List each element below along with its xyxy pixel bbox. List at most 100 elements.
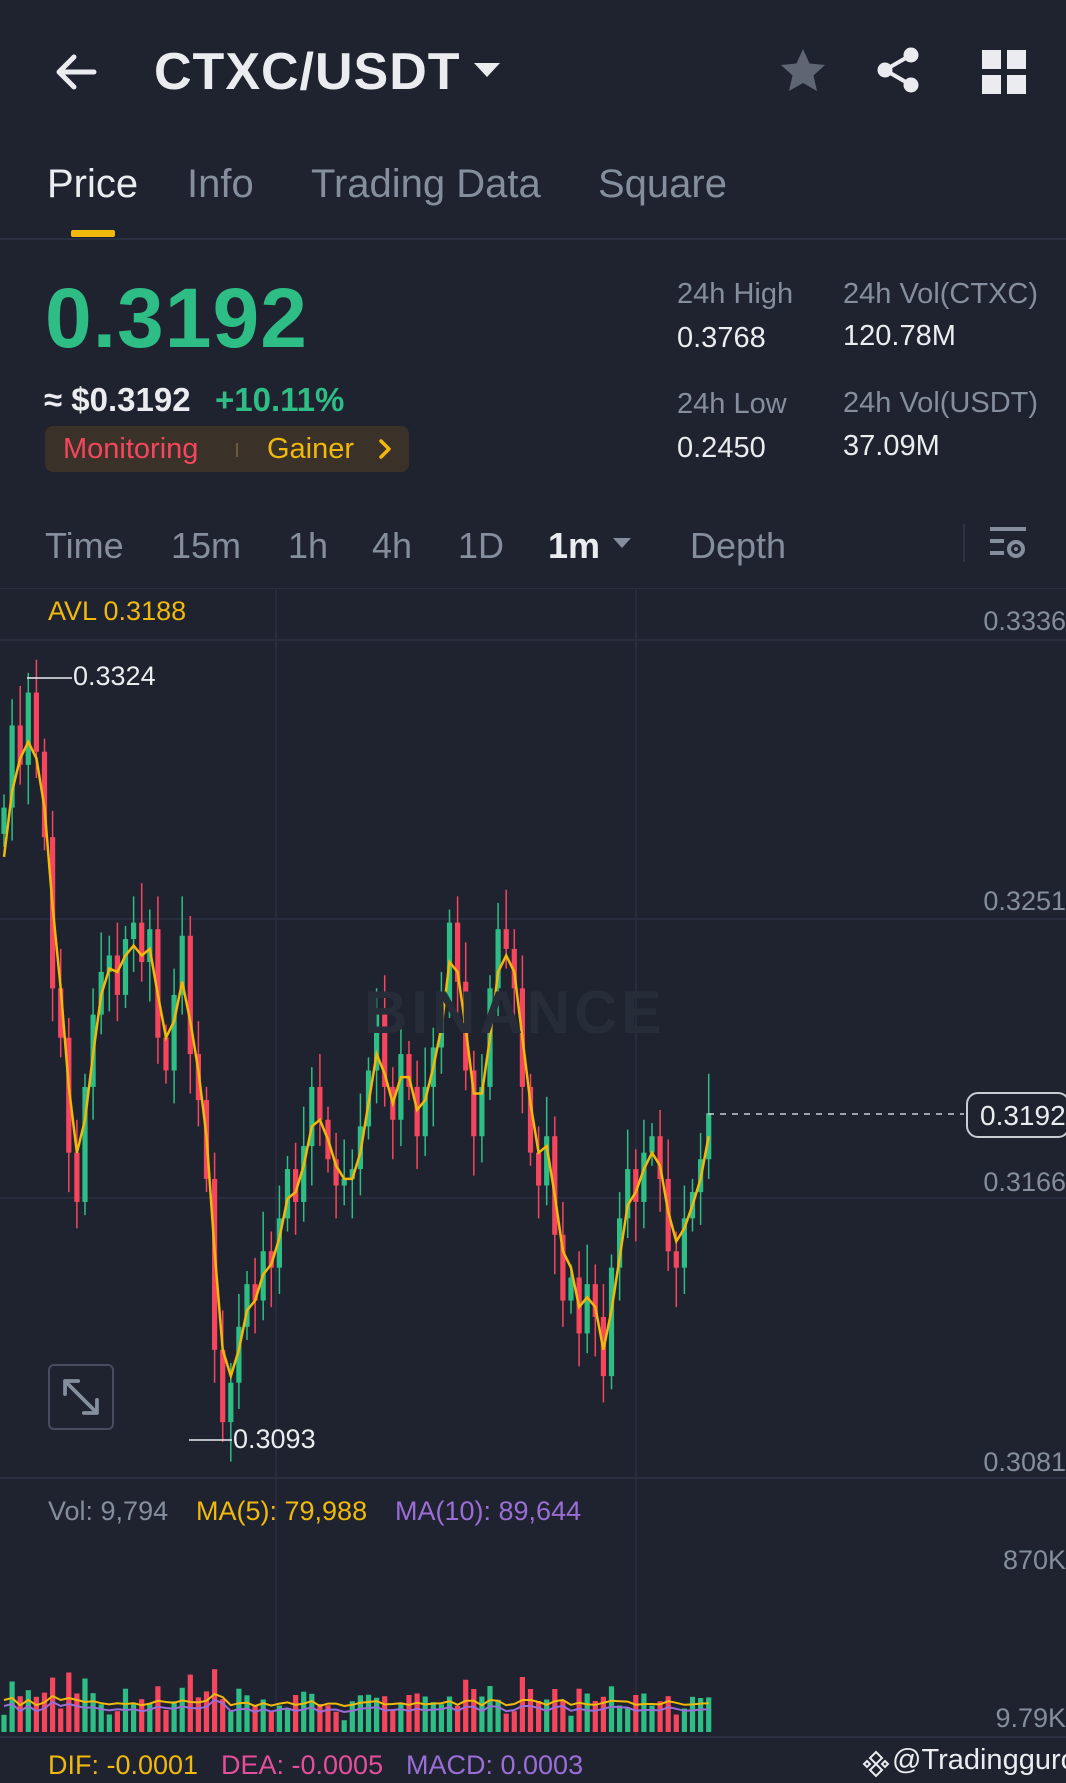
candle-body [17, 725, 23, 765]
candle-body [568, 1277, 574, 1301]
volume-bar [276, 1705, 282, 1732]
volume-bar [438, 1704, 444, 1732]
volume-bar [228, 1711, 234, 1732]
volume-bar [414, 1693, 420, 1732]
volume-bar [114, 1711, 120, 1732]
current-price-tag[interactable]: 0.3192 [966, 1092, 1066, 1138]
ma-line [2, 739, 710, 1381]
volume-bar [252, 1705, 258, 1732]
share-icon[interactable] [874, 46, 922, 94]
volume-bar [220, 1699, 226, 1732]
volume-bar [155, 1686, 161, 1732]
low-value: 0.2450 [677, 432, 766, 464]
grid-icon[interactable] [982, 50, 1026, 94]
volume-bar [681, 1708, 687, 1732]
volume-bar [544, 1699, 550, 1732]
last-price: 0.3192 [45, 271, 308, 365]
volume-bar [163, 1710, 169, 1732]
volume-bar [592, 1701, 598, 1732]
volume-bar [641, 1693, 647, 1732]
candle-body [341, 1178, 347, 1186]
candle-body [349, 1169, 355, 1179]
volume-bar [139, 1699, 145, 1732]
candle-body [608, 1267, 615, 1377]
candle-body [479, 1086, 485, 1137]
volume-bar [633, 1695, 639, 1732]
interval-1m[interactable]: 1m [548, 525, 601, 566]
volume-bar [382, 1696, 388, 1732]
volume-bar [487, 1686, 493, 1732]
volume-bar [657, 1701, 663, 1732]
candle-body [244, 1284, 250, 1327]
volume-bar [66, 1672, 72, 1732]
volume-bar [90, 1693, 96, 1732]
expand-icon[interactable] [48, 1364, 114, 1430]
tab-square[interactable]: Square [598, 162, 727, 206]
candle-body [276, 1218, 282, 1268]
pair-title[interactable]: CTXC/USDT [154, 43, 461, 101]
volume-bar [519, 1677, 525, 1732]
dif-label: DIF: -0.0001 [48, 1750, 199, 1780]
volume-bar [600, 1696, 606, 1732]
caret-down-icon[interactable] [472, 60, 502, 80]
arrow-left-icon[interactable] [48, 44, 104, 100]
interval-depth[interactable]: Depth [690, 525, 787, 566]
interval-1h[interactable]: 1h [288, 525, 329, 566]
volume-bar [689, 1696, 696, 1732]
volume-bar [446, 1696, 453, 1732]
volume-bar [455, 1705, 461, 1732]
binance-logo-icon [862, 1750, 890, 1778]
interval-15m[interactable]: 15m [171, 525, 242, 566]
tag-badge[interactable]: Monitoring Gainer [45, 426, 409, 472]
volume-bar [471, 1689, 477, 1732]
candle-body [147, 929, 153, 963]
interval-4h[interactable]: 4h [372, 525, 413, 566]
volume-bar [341, 1720, 347, 1732]
volume-bar [236, 1688, 242, 1732]
volume-bar [25, 1690, 31, 1732]
star-icon[interactable] [778, 46, 828, 96]
ma-polyline [2, 739, 710, 1381]
candle-body [106, 955, 112, 972]
candle-body [633, 1169, 639, 1202]
tab-price[interactable]: Price [47, 162, 139, 206]
volume-bar [147, 1704, 153, 1732]
candle-body [406, 1054, 412, 1087]
volume-bar [608, 1686, 615, 1732]
interval-1d[interactable]: 1D [458, 525, 505, 566]
candle-body [236, 1326, 242, 1383]
volume-bar [649, 1705, 655, 1732]
candle-body [301, 1146, 307, 1202]
candle-body [617, 1218, 623, 1268]
tab-bar: Price Info Trading Data Square [0, 150, 1066, 240]
chart-settings-icon[interactable] [988, 524, 1028, 564]
vol-quote-value: 37.09M [843, 430, 940, 462]
high-marker-label: 0.3324 [73, 661, 156, 691]
volume-bar [584, 1693, 590, 1732]
volume-bar [82, 1678, 88, 1732]
candle-body [641, 1152, 647, 1202]
candle-body [220, 1349, 226, 1423]
candle-body [544, 1136, 550, 1186]
y-axis-tick: 0.3081 [983, 1447, 1066, 1477]
volume-bar [1, 1714, 7, 1732]
volume-bar [552, 1689, 558, 1732]
interval-time[interactable]: Time [45, 525, 124, 566]
tab-info[interactable]: Info [187, 162, 254, 206]
interval-bar: Time 15m 1h 4h 1D 1m Depth [0, 510, 1066, 580]
candle-body [58, 988, 64, 1038]
volume-bar [398, 1704, 404, 1732]
volume-bars [1, 1669, 712, 1732]
candle-body [333, 1159, 339, 1186]
y-axis-tick: 0.3166 [983, 1167, 1066, 1197]
volume-bar [171, 1701, 177, 1732]
volume-bar [203, 1691, 210, 1732]
volume-bar [374, 1697, 380, 1732]
caret-down-icon[interactable] [612, 536, 632, 550]
volume-bar [325, 1705, 331, 1732]
tab-trading-data[interactable]: Trading Data [311, 162, 541, 206]
volume-bar [422, 1696, 428, 1732]
candlestick-chart[interactable] [0, 588, 1066, 1738]
high-label: 24h High [677, 278, 794, 310]
candle-body [252, 1284, 258, 1301]
